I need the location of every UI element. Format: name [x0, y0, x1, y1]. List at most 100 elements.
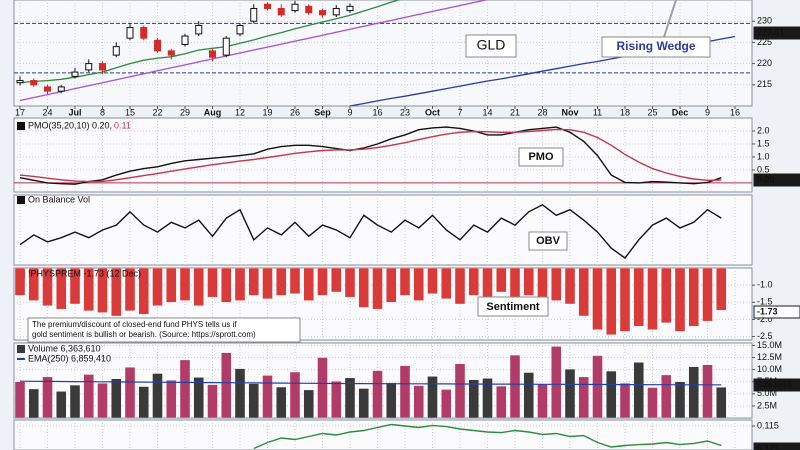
last-value-label: -1.73 — [757, 306, 778, 316]
line-series — [253, 423, 722, 450]
last-value-box — [753, 173, 800, 187]
bar — [207, 268, 218, 298]
legend-swatch — [17, 122, 25, 130]
note-box — [27, 317, 301, 343]
bar — [372, 268, 383, 310]
legend-swatch — [17, 196, 25, 204]
x-tick-label: 8 — [100, 107, 105, 117]
bar — [386, 268, 397, 303]
y-tick-label: 10.0M — [757, 364, 782, 374]
bar — [523, 268, 534, 296]
bar — [152, 268, 163, 306]
bar — [331, 381, 342, 418]
x-tick-label: Aug — [204, 107, 222, 117]
bar — [509, 354, 521, 418]
bar — [468, 379, 479, 418]
bar — [234, 368, 246, 418]
x-tick-label: 26 — [290, 107, 300, 117]
line-series — [19, 380, 722, 386]
last-value-label: 0.20 — [757, 174, 775, 184]
symbol-label: GLD — [477, 37, 506, 53]
y-tick-label: -2.5 — [757, 331, 773, 341]
bar — [661, 268, 672, 324]
bar — [289, 268, 301, 294]
bar — [688, 366, 699, 418]
bar — [702, 364, 713, 418]
bar — [262, 375, 273, 418]
bar — [83, 268, 94, 312]
candle-body — [126, 27, 134, 39]
candle-body — [71, 71, 79, 77]
x-tick-label: Oct — [425, 107, 440, 117]
candle-body — [57, 86, 65, 92]
label-box — [518, 147, 564, 167]
candle-body — [332, 7, 340, 16]
y-tick-label: 2.5M — [757, 400, 777, 410]
line-series — [19, 203, 722, 259]
y-tick-label: 220 — [757, 58, 772, 68]
y-tick-label: 215 — [757, 79, 772, 89]
bar — [42, 268, 53, 306]
y-tick-label: 1.0 — [757, 151, 770, 161]
bar — [193, 377, 204, 418]
bar — [124, 268, 136, 312]
bar — [564, 368, 576, 418]
bar — [166, 380, 177, 418]
candle-body — [85, 63, 93, 71]
x-tick-label: 7 — [457, 107, 462, 117]
bar — [69, 268, 81, 305]
candle-body — [222, 37, 230, 56]
candle-body — [209, 50, 216, 58]
bar — [56, 268, 67, 310]
x-tick-label: 14 — [482, 107, 492, 117]
candle-body — [112, 46, 120, 56]
bar — [647, 387, 658, 418]
bar — [633, 268, 644, 327]
x-tick-label: Jul — [68, 107, 81, 117]
panel — [13, 117, 753, 193]
bar — [509, 268, 521, 298]
panel-title: PMO(35,20,10) 0.20, — [28, 120, 112, 130]
candle-body — [167, 50, 175, 56]
bar — [97, 382, 108, 418]
bar — [441, 268, 452, 300]
label-box — [477, 296, 549, 317]
x-tick-label: 23 — [400, 107, 410, 117]
y-tick-label: 15.0M — [757, 340, 782, 350]
bar — [207, 384, 218, 418]
x-tick-label: 25 — [647, 107, 657, 117]
panel-label: PMO — [528, 151, 554, 163]
bar — [124, 366, 136, 418]
bar — [248, 383, 259, 418]
y-tick-label: 225 — [757, 37, 772, 47]
last-value-label: 6363610 — [757, 379, 792, 389]
x-tick-label: 16 — [730, 107, 740, 117]
bar — [317, 357, 328, 418]
bar — [537, 383, 548, 418]
y-tick-label: 12.5M — [757, 352, 782, 362]
bar — [716, 268, 727, 311]
y-tick-label: 1.5 — [757, 138, 770, 148]
candle-body — [99, 63, 106, 71]
candle-body — [16, 80, 24, 84]
bar — [413, 268, 424, 301]
bar — [578, 268, 589, 317]
x-tick-label: 19 — [262, 107, 272, 117]
bar — [344, 377, 356, 418]
bar — [97, 268, 108, 313]
annotation-label: Rising Wedge — [616, 39, 695, 53]
x-tick-label: 11 — [593, 107, 602, 117]
bar — [56, 391, 67, 418]
bar — [42, 376, 53, 418]
x-tick-label: 9 — [705, 107, 710, 117]
panel-title: Volume 6,363,610 — [28, 343, 101, 353]
bar — [83, 374, 94, 418]
panel-label: Sentiment — [486, 301, 540, 313]
bar — [28, 268, 39, 301]
candle-body — [305, 5, 313, 14]
bar — [427, 376, 438, 418]
bar — [138, 386, 149, 418]
bar — [276, 386, 287, 418]
panel — [13, 419, 753, 450]
